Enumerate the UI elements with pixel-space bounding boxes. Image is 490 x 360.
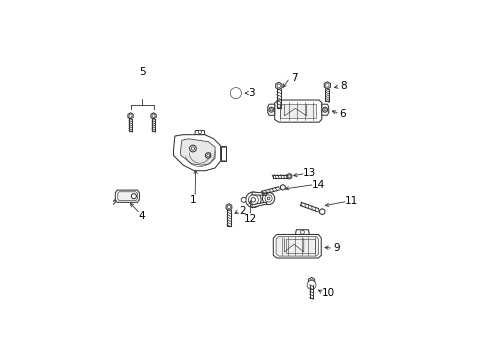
Polygon shape — [252, 202, 267, 208]
Text: 9: 9 — [333, 243, 340, 253]
Circle shape — [245, 192, 261, 208]
Polygon shape — [322, 104, 329, 115]
Text: 8: 8 — [340, 81, 346, 91]
Polygon shape — [128, 113, 133, 119]
Circle shape — [263, 192, 275, 204]
Polygon shape — [276, 237, 318, 256]
Polygon shape — [308, 278, 315, 285]
Circle shape — [251, 198, 256, 202]
Circle shape — [300, 230, 304, 234]
Polygon shape — [319, 209, 325, 215]
Text: 13: 13 — [303, 168, 316, 179]
Circle shape — [129, 114, 132, 117]
Polygon shape — [151, 113, 156, 119]
Polygon shape — [195, 131, 205, 135]
Text: 1: 1 — [190, 195, 196, 205]
Polygon shape — [252, 192, 267, 195]
Circle shape — [265, 195, 272, 202]
Polygon shape — [268, 104, 275, 115]
Polygon shape — [275, 100, 322, 122]
Text: 7: 7 — [291, 73, 297, 83]
Circle shape — [270, 109, 272, 111]
Text: 6: 6 — [339, 109, 346, 119]
Polygon shape — [287, 174, 292, 179]
Circle shape — [207, 154, 210, 157]
Polygon shape — [220, 146, 226, 161]
Text: 3: 3 — [248, 88, 255, 98]
Circle shape — [325, 84, 329, 87]
Circle shape — [324, 109, 326, 111]
Circle shape — [248, 195, 258, 205]
Circle shape — [277, 84, 281, 88]
Circle shape — [307, 280, 316, 289]
Circle shape — [234, 91, 238, 95]
Polygon shape — [173, 135, 220, 171]
Circle shape — [322, 107, 328, 112]
Polygon shape — [273, 234, 321, 258]
Circle shape — [310, 279, 313, 283]
Circle shape — [198, 130, 201, 134]
Circle shape — [227, 205, 231, 209]
Polygon shape — [113, 199, 115, 205]
Circle shape — [191, 147, 195, 150]
Polygon shape — [295, 230, 309, 234]
Text: 4: 4 — [138, 211, 145, 221]
Text: 10: 10 — [321, 288, 335, 298]
Polygon shape — [324, 82, 330, 89]
Polygon shape — [276, 82, 282, 90]
Circle shape — [131, 194, 136, 199]
Text: 12: 12 — [244, 214, 257, 224]
Polygon shape — [280, 104, 316, 118]
Circle shape — [152, 114, 155, 117]
Circle shape — [230, 87, 242, 99]
Polygon shape — [115, 190, 140, 202]
Circle shape — [205, 153, 211, 158]
Circle shape — [288, 175, 291, 177]
Polygon shape — [118, 192, 138, 201]
Text: 2: 2 — [239, 206, 245, 216]
Circle shape — [267, 197, 270, 200]
Polygon shape — [226, 204, 232, 210]
Polygon shape — [180, 139, 215, 165]
Polygon shape — [280, 185, 285, 190]
Polygon shape — [241, 197, 246, 203]
Circle shape — [190, 145, 196, 152]
Text: 14: 14 — [312, 180, 325, 190]
Text: 5: 5 — [139, 67, 146, 77]
Circle shape — [269, 107, 274, 112]
Text: 11: 11 — [345, 196, 358, 206]
Polygon shape — [233, 89, 239, 97]
